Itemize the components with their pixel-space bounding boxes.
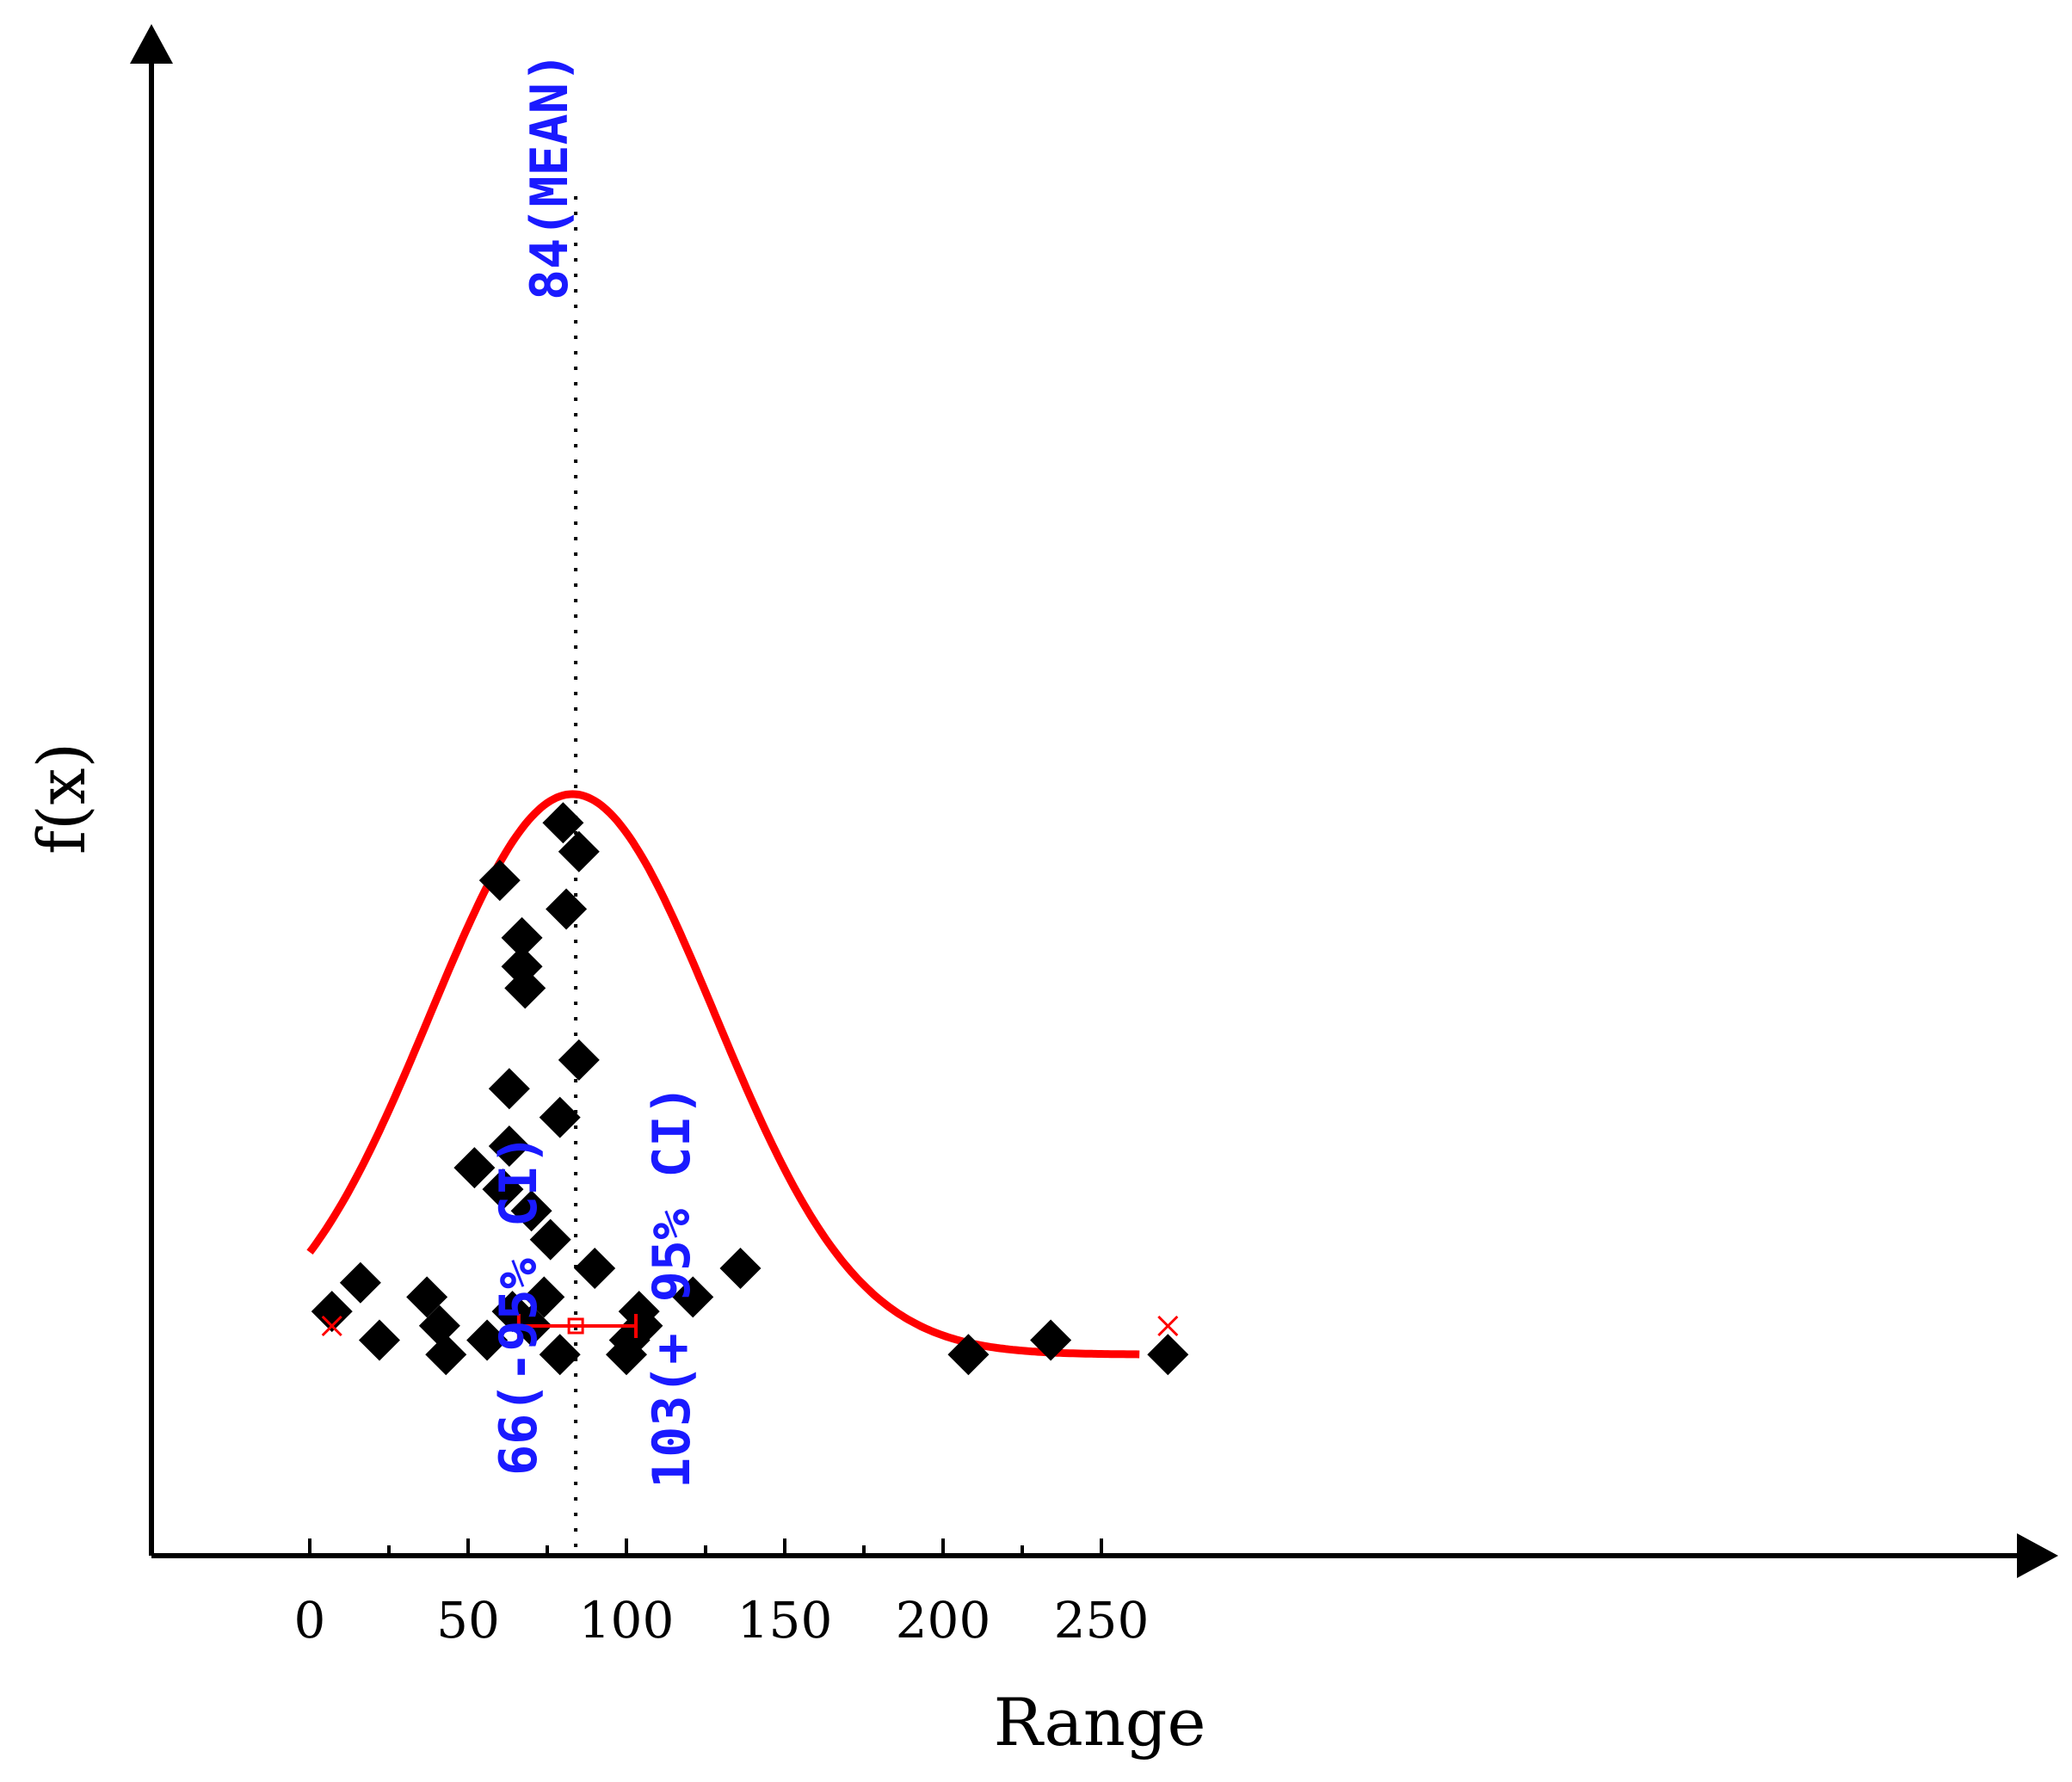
x-axis-arrow bbox=[2017, 1533, 2058, 1578]
x-tick-label-0: 0 bbox=[294, 1591, 326, 1649]
x-tick-label-2: 100 bbox=[579, 1591, 675, 1649]
data-point-24 bbox=[558, 830, 600, 873]
ci-lower-label: 66(-95% CI) bbox=[489, 1134, 549, 1476]
data-point-15 bbox=[504, 967, 546, 1009]
data-point-7 bbox=[466, 1319, 509, 1361]
axes bbox=[130, 24, 2058, 1578]
x-tick-label-1: 50 bbox=[436, 1591, 500, 1649]
data-points bbox=[311, 802, 1189, 1376]
data-point-17 bbox=[510, 1190, 552, 1232]
data-point-20 bbox=[539, 1096, 581, 1138]
y-axis-arrow bbox=[130, 24, 173, 64]
confidence-interval: 66(-95% CI) 103(+ 95% CI) bbox=[321, 1084, 1179, 1489]
data-point-21 bbox=[539, 1334, 581, 1376]
outlier-marker-0 bbox=[321, 1315, 342, 1337]
x-axis-label: Range bbox=[994, 1684, 1206, 1760]
data-point-4 bbox=[418, 1304, 460, 1347]
x-tick-label-3: 150 bbox=[737, 1591, 833, 1649]
x-tick-label-4: 200 bbox=[896, 1591, 991, 1649]
mean-marker: 84(MEAN) bbox=[520, 52, 580, 1556]
data-point-1 bbox=[339, 1261, 381, 1304]
data-point-2 bbox=[358, 1319, 400, 1361]
data-point-10 bbox=[488, 1125, 530, 1168]
data-point-13 bbox=[501, 916, 543, 959]
data-point-31 bbox=[672, 1276, 714, 1318]
data-point-26 bbox=[574, 1248, 616, 1289]
data-point-25 bbox=[558, 1039, 600, 1081]
ci-upper-label: 103(+ 95% CI) bbox=[642, 1084, 702, 1489]
data-point-32 bbox=[719, 1248, 762, 1289]
ci-mean-marker bbox=[567, 1317, 584, 1335]
data-point-11 bbox=[488, 1068, 530, 1110]
x-tick-label-5: 250 bbox=[1054, 1591, 1150, 1649]
mean-label: 84(MEAN) bbox=[520, 52, 580, 300]
data-point-34 bbox=[1030, 1319, 1072, 1361]
data-point-8 bbox=[478, 860, 521, 902]
data-point-9 bbox=[482, 1168, 524, 1211]
data-point-35 bbox=[1147, 1334, 1189, 1376]
data-point-18 bbox=[523, 1276, 565, 1318]
data-point-19 bbox=[529, 1218, 571, 1261]
data-point-23 bbox=[546, 888, 588, 930]
data-point-6 bbox=[453, 1147, 496, 1189]
x-ticks: 0 50 100 150 200 250 bbox=[294, 1538, 1150, 1649]
data-point-30 bbox=[621, 1304, 663, 1347]
data-point-0 bbox=[311, 1291, 353, 1333]
data-point-33 bbox=[947, 1334, 990, 1376]
outlier-marker-1 bbox=[1157, 1315, 1179, 1337]
y-axis-label: f(x) bbox=[23, 743, 100, 854]
data-point-22 bbox=[542, 802, 584, 844]
fit-curve bbox=[306, 790, 1140, 1359]
data-point-5 bbox=[425, 1334, 467, 1376]
data-point-3 bbox=[406, 1276, 448, 1318]
